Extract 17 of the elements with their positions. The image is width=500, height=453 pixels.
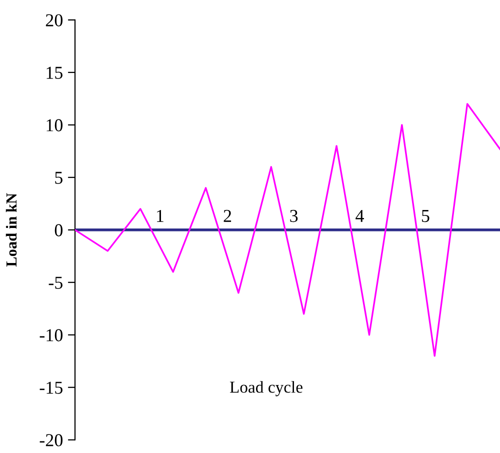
y-tick-label: 20 [46, 14, 63, 26]
y-tick-label: 0 [54, 224, 63, 236]
y-tick-label: 5 [55, 172, 62, 184]
annotation: 3 [290, 210, 298, 222]
y-axis-title: Load in kN [6, 193, 17, 267]
annotation: 2 [224, 210, 232, 222]
y-tick-label: -5 [48, 276, 62, 289]
y-tick-label: 10 [46, 119, 63, 132]
y-tick-label: -10 [40, 329, 63, 342]
y-tick-label: -20 [40, 434, 63, 446]
annotation: 1 [157, 210, 164, 222]
y-tick-label: -15 [40, 382, 62, 394]
annotation: 4 [356, 210, 364, 222]
line-series [75, 103, 500, 357]
annotation: 5 [422, 210, 430, 222]
y-tick-label: 15 [46, 66, 62, 79]
x-axis-title: Load cycle [230, 381, 302, 396]
